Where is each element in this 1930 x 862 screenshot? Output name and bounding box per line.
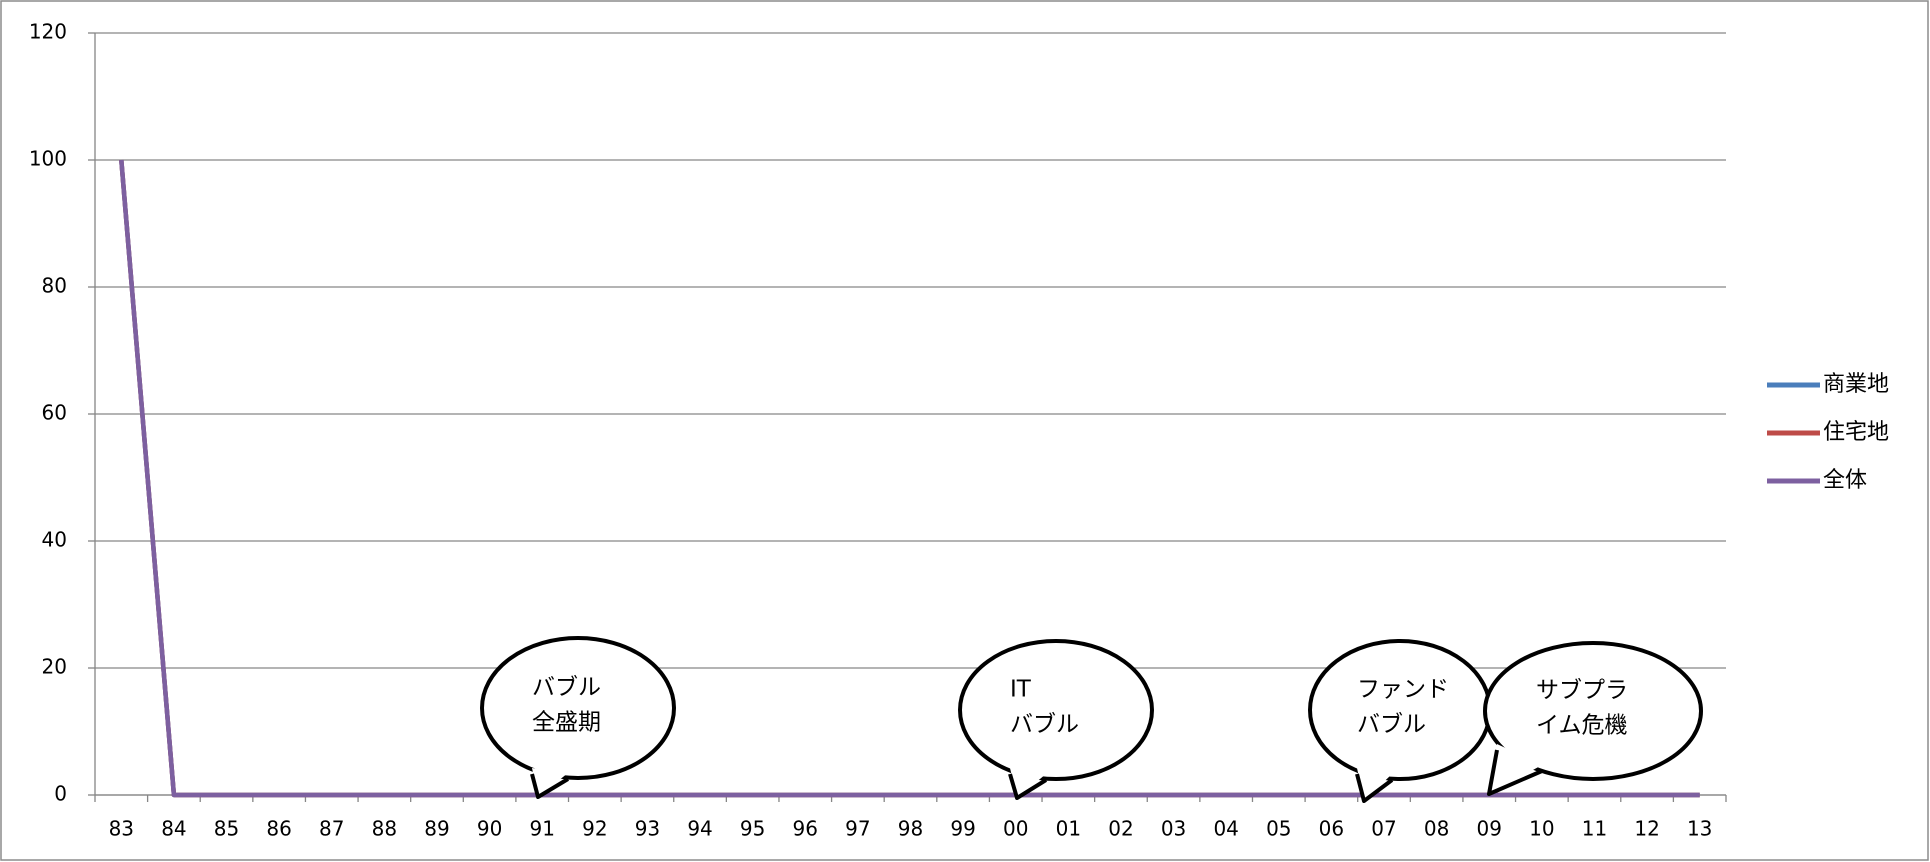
x-tick-label: 04 (1213, 817, 1238, 841)
callout-text: ファンド (1357, 677, 1449, 703)
y-tick-label: 120 (29, 20, 67, 44)
x-tick-label: 88 (372, 817, 397, 841)
callout-text: バブル (1010, 712, 1079, 738)
x-tick-label: 00 (1003, 817, 1028, 841)
x-tick-label: 91 (529, 817, 554, 841)
x-tick-label: 10 (1529, 817, 1554, 841)
x-tick-label: 01 (1056, 817, 1081, 841)
callout-text: 全盛期 (532, 710, 601, 736)
callout-tail-fill (1489, 744, 1542, 794)
x-tick-label: 96 (793, 817, 818, 841)
callout-bubble (1308, 639, 1492, 781)
x-tick-label: 09 (1477, 817, 1502, 841)
x-tick-label: 11 (1582, 817, 1607, 841)
callout-tail-fill (532, 768, 568, 797)
x-tick-label: 89 (424, 817, 449, 841)
x-tick-label: 92 (582, 817, 607, 841)
x-tick-label: 98 (898, 817, 923, 841)
callout-bubble (1483, 641, 1703, 781)
legend-label: 住宅地 (1823, 420, 1889, 445)
callout-tail-fill (1010, 768, 1046, 798)
x-tick-label: 08 (1424, 817, 1449, 841)
x-tick-label: 84 (161, 817, 186, 841)
callout-bubble (958, 639, 1154, 781)
series-line (119, 159, 1700, 798)
callout-tail (1355, 773, 1394, 803)
legend-label: 全体 (1823, 468, 1867, 493)
y-tick-label: 80 (42, 274, 67, 298)
x-tick-label: 87 (319, 817, 344, 841)
x-tick-label: 95 (740, 817, 765, 841)
x-tick-label: 94 (687, 817, 712, 841)
y-tick-label: 20 (42, 655, 67, 679)
callout-text: サブプラ (1536, 678, 1628, 704)
callout-bubble (480, 636, 676, 780)
x-tick-label: 93 (635, 817, 660, 841)
x-tick-label: 12 (1634, 817, 1659, 841)
callout-text: バブル (532, 675, 601, 701)
y-tick-label: 40 (42, 528, 67, 552)
callout-text: IT (1010, 677, 1032, 703)
x-tick-label: 06 (1319, 817, 1344, 841)
x-tick-label: 99 (950, 817, 975, 841)
callout-tail (1008, 773, 1048, 800)
x-tick-label: 02 (1108, 817, 1133, 841)
callout-text: イム危機 (1536, 713, 1628, 739)
y-tick-label: 0 (54, 782, 67, 806)
x-tick-label: 85 (214, 817, 239, 841)
x-tick-label: 86 (266, 817, 291, 841)
x-tick-label: 13 (1687, 817, 1712, 841)
x-tick-label: 05 (1266, 817, 1291, 841)
legend-label: 商業地 (1823, 372, 1889, 397)
callout-tail (1487, 749, 1543, 796)
callout-tail-fill (1357, 768, 1392, 801)
x-tick-label: 07 (1371, 817, 1396, 841)
y-tick-label: 60 (42, 401, 67, 425)
x-tick-label: 97 (845, 817, 870, 841)
x-tick-label: 83 (109, 817, 134, 841)
x-tick-label: 03 (1161, 817, 1186, 841)
x-tick-label: 90 (477, 817, 502, 841)
callout-tail (530, 773, 570, 799)
y-tick-label: 100 (29, 147, 67, 171)
callout-text: バブル (1357, 712, 1426, 738)
